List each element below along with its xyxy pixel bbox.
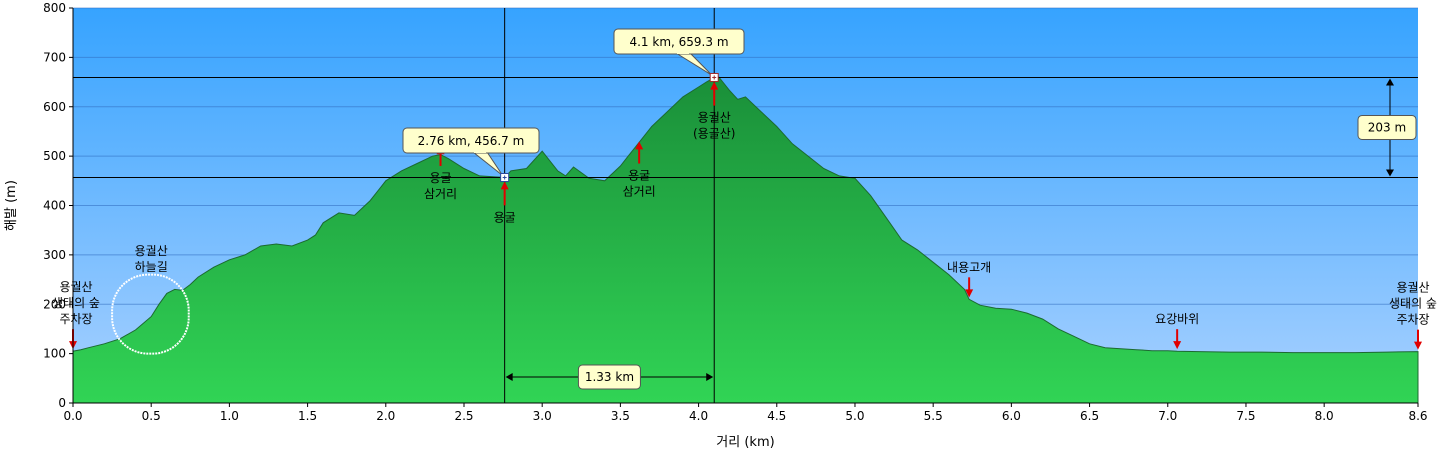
waypoint-label: 용궐산 [135,244,168,258]
x-tick-label: 4.0 [689,409,708,423]
waypoint-label: 삼거리 [424,187,457,201]
x-tick-label: 5.0 [845,409,864,423]
x-tick-label: 0.5 [142,409,161,423]
x-axis-title: 거리 (km) [716,435,774,450]
elevation-label-box [1357,114,1417,140]
x-tick-label: 8.0 [1315,409,1334,423]
x-tick-label: 1.5 [298,409,317,423]
waypoint-label: 내용고개 [947,260,991,274]
x-tick-label: 7.0 [1158,409,1177,423]
waypoint-label: 생태의 숲 [52,296,100,310]
measure-arrowhead [505,373,513,381]
y-tick-label: 500 [43,149,66,163]
waypoint-label: 하늘길 [135,260,168,274]
measure-arrowhead [1386,78,1394,86]
measure-arrowhead [1386,169,1394,177]
x-tick-label: 8.6 [1408,409,1427,423]
waypoint-label: 용굴 [429,171,451,185]
waypoint-label: 용궐산 [1396,281,1429,295]
y-tick-label: 100 [43,347,66,361]
waypoint-label: 주차장 [1396,313,1429,327]
x-tick-label: 2.0 [376,409,395,423]
waypoint-label: 용굴 [494,210,516,224]
x-tick-label: 6.0 [1002,409,1021,423]
waypoint-arrowhead [965,289,974,298]
y-tick-label: 200 [43,297,66,311]
highlight-oval [111,273,190,355]
waypoint-label: 요강바위 [1155,312,1199,326]
waypoint-arrowhead [500,181,509,190]
x-tick-label: 6.5 [1080,409,1099,423]
y-tick-label: 400 [43,199,66,213]
y-axis-title: 해발 (m) [4,180,19,231]
y-tick-label: 300 [43,248,66,262]
x-tick-label: 1.0 [220,409,239,423]
x-tick-label: 4.5 [767,409,786,423]
measure-arrowhead [706,373,714,381]
x-tick-label: 3.5 [611,409,630,423]
x-tick-label: 0.0 [63,409,82,423]
elevation-label: 203 m [1368,120,1406,134]
x-tick-label: 3.0 [533,409,552,423]
waypoint-arrowhead [1173,341,1182,350]
callout-label: 2.76 km, 456.7 m [418,134,525,148]
axes: 0 100 200 300 400 500 600 700 800 0.0 0.5 1.0 1.5 2.0… [43,1,1427,423]
elevation-area [72,76,1419,404]
callout-label: 4.1 km, 659.3 m [629,35,728,49]
waypoint-label: 삼거리 [623,185,656,199]
waypoint-label: 용굴 [628,169,650,183]
y-tick-label: 800 [43,1,66,15]
distance-label: 1.33 km [585,370,634,384]
callout-box [402,127,540,154]
waypoint-arrowhead [1414,341,1422,350]
waypoint-label: (용골산) [693,127,735,141]
waypoint-label: 생태의 숲 [1389,297,1437,311]
waypoint-arrowhead [635,141,644,150]
marker-callouts: 2.76 km, 456.7 m 4.1 km, 659.3 m [402,28,745,183]
y-tick-label: 0 [58,396,66,410]
x-tick-label: 2.5 [454,409,473,423]
distance-label-box [577,364,641,390]
x-tick-label: 7.5 [1236,409,1255,423]
x-tick-label: 5.5 [924,409,943,423]
y-tick-label: 600 [43,100,66,114]
y-tick-label: 700 [43,50,66,64]
waypoint-label: 용궐산 [698,111,731,125]
waypoint-label: 주차장 [59,312,92,326]
waypoint-label: 용궐산 [59,280,92,294]
waypoint-arrowhead [710,81,719,90]
